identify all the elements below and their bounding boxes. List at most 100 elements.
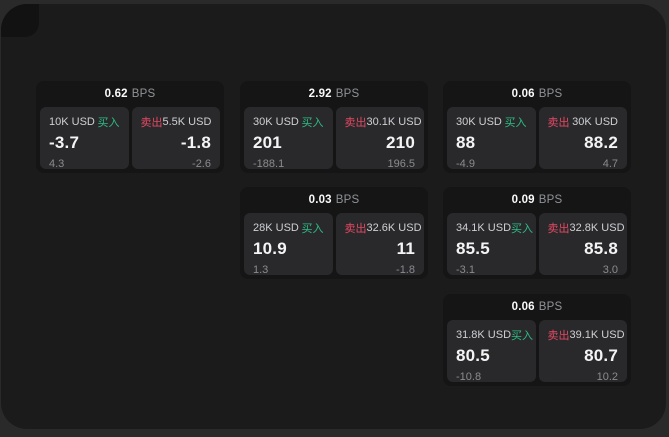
sell-size-label: 32.8K USD [569,222,625,234]
sell-price-value: -1.8 [180,133,211,152]
spread-unit-label: BPS [538,301,563,313]
buy-quote-button[interactable]: 10K USD 买入 -3.7 4.3 [40,107,129,170]
spread-unit-label: BPS [538,194,563,206]
sell-price-value: 210 [386,133,415,152]
spread-value: 0.06 [511,88,535,100]
quote-panels: 31.8K USD 买入 80.5 -10.8 卖出 39.1K USD 80.… [447,320,627,383]
sell-quote-button[interactable]: 卖出 32.8K USD 85.8 3.0 [538,213,627,276]
sell-price-value: 80.7 [584,346,618,365]
buy-side-label: 买入 [301,223,324,235]
sell-quote-button[interactable]: 卖出 32.6K USD 11 -1.8 [335,213,424,276]
quote-panels: 10K USD 买入 -3.7 4.3 卖出 5.5K USD -1.8 -2.… [40,107,220,170]
quote-card: 2.92 BPS 30K USD 买入 201 -188.1 卖出 30.1K … [240,81,428,173]
sell-price-value: 88.2 [584,133,618,152]
buy-row-top: 28K USD 买入 [253,220,324,236]
spread-unit-label: BPS [538,88,563,100]
sell-sub-value: 10.2 [596,371,618,383]
spread-unit-label: BPS [131,88,156,100]
quote-card: 0.09 BPS 34.1K USD 买入 85.5 -3.1 卖出 32.8K… [443,187,631,279]
sell-side-label: 卖出 [140,117,163,129]
buy-row-top: 34.1K USD 买入 [456,220,533,236]
buy-row-top: 31.8K USD 买入 [456,327,533,343]
sell-side-label: 卖出 [547,223,570,235]
sell-price-value: 85.8 [584,239,618,258]
buy-size-label: 31.8K USD [456,329,512,341]
spread-header: 0.62 BPS [40,81,220,107]
sell-side-label: 卖出 [344,117,367,129]
quote-card: 0.06 BPS 30K USD 买入 88 -4.9 卖出 30K USD 8… [443,81,631,173]
buy-sub-value: -3.1 [456,264,475,276]
spread-header: 0.06 BPS [447,294,627,320]
spread-value: 0.62 [104,88,128,100]
buy-price-value: 201 [253,133,282,152]
sell-quote-button[interactable]: 卖出 30K USD 88.2 4.7 [538,107,627,170]
sell-quote-button[interactable]: 卖出 30.1K USD 210 196.5 [335,107,424,170]
buy-sub-value: -4.9 [456,158,475,170]
corner-accent-shape [1,4,39,37]
quotes-panel: 0.62 BPS 10K USD 买入 -3.7 4.3 卖出 5.5K USD… [1,4,666,429]
buy-size-label: 10K USD [49,116,95,128]
sell-size-label: 30K USD [572,116,618,128]
buy-size-label: 30K USD [456,116,502,128]
quote-panels: 34.1K USD 买入 85.5 -3.1 卖出 32.8K USD 85.8… [447,213,627,276]
quote-card: 0.03 BPS 28K USD 买入 10.9 1.3 卖出 32.6K US… [240,187,428,279]
buy-price-value: 10.9 [253,239,287,258]
sell-row-top: 卖出 5.5K USD [141,114,212,130]
buy-row-top: 10K USD 买入 [49,114,120,130]
sell-row-top: 卖出 30.1K USD [344,114,422,130]
spread-header: 0.09 BPS [447,187,627,213]
quote-card: 0.62 BPS 10K USD 买入 -3.7 4.3 卖出 5.5K USD… [36,81,224,173]
buy-sub-value: 4.3 [49,158,65,170]
buy-price-value: 80.5 [456,346,490,365]
sell-sub-value: 4.7 [602,158,618,170]
quote-card: 0.06 BPS 31.8K USD 买入 80.5 -10.8 卖出 39.1… [443,294,631,386]
sell-price-value: 11 [396,239,415,258]
buy-price-value: 85.5 [456,239,490,258]
spread-value: 0.06 [511,301,535,313]
spread-value: 0.03 [308,194,332,206]
sell-row-top: 卖出 30K USD [548,114,619,130]
buy-row-top: 30K USD 买入 [253,114,324,130]
buy-price-value: -3.7 [49,133,80,152]
buy-size-label: 28K USD [253,222,299,234]
sell-side-label: 卖出 [547,117,570,129]
sell-row-top: 卖出 32.6K USD [344,220,422,236]
sell-size-label: 30.1K USD [366,116,422,128]
buy-side-label: 买入 [511,330,534,342]
sell-side-label: 卖出 [344,223,367,235]
spread-header: 2.92 BPS [244,81,424,107]
quote-panels: 30K USD 买入 88 -4.9 卖出 30K USD 88.2 4.7 [447,107,627,170]
buy-size-label: 30K USD [253,116,299,128]
sell-size-label: 5.5K USD [162,116,212,128]
buy-quote-button[interactable]: 30K USD 买入 88 -4.9 [447,107,536,170]
sell-quote-button[interactable]: 卖出 5.5K USD -1.8 -2.6 [131,107,220,170]
buy-side-label: 买入 [97,117,120,129]
buy-row-top: 30K USD 买入 [456,114,527,130]
spread-value: 0.09 [511,194,535,206]
spread-header: 0.06 BPS [447,81,627,107]
buy-quote-button[interactable]: 28K USD 买入 10.9 1.3 [244,213,333,276]
sell-side-label: 卖出 [547,330,570,342]
buy-price-value: 88 [456,133,476,152]
buy-quote-button[interactable]: 30K USD 买入 201 -188.1 [244,107,333,170]
buy-quote-button[interactable]: 31.8K USD 买入 80.5 -10.8 [447,320,536,383]
buy-side-label: 买入 [504,117,527,129]
sell-quote-button[interactable]: 卖出 39.1K USD 80.7 10.2 [538,320,627,383]
quote-panels: 28K USD 买入 10.9 1.3 卖出 32.6K USD 11 -1.8 [244,213,424,276]
spread-unit-label: BPS [335,194,360,206]
spread-value: 2.92 [308,88,332,100]
buy-sub-value: -10.8 [456,371,482,383]
sell-sub-value: -1.8 [396,264,415,276]
buy-size-label: 34.1K USD [456,222,512,234]
quote-panels: 30K USD 买入 201 -188.1 卖出 30.1K USD 210 1… [244,107,424,170]
sell-row-top: 卖出 32.8K USD [547,220,625,236]
buy-side-label: 买入 [511,223,534,235]
sell-row-top: 卖出 39.1K USD [547,327,625,343]
spread-header: 0.03 BPS [244,187,424,213]
buy-quote-button[interactable]: 34.1K USD 买入 85.5 -3.1 [447,213,536,276]
sell-size-label: 32.6K USD [366,222,422,234]
spread-unit-label: BPS [335,88,360,100]
buy-sub-value: -188.1 [253,158,285,170]
buy-sub-value: 1.3 [253,264,269,276]
